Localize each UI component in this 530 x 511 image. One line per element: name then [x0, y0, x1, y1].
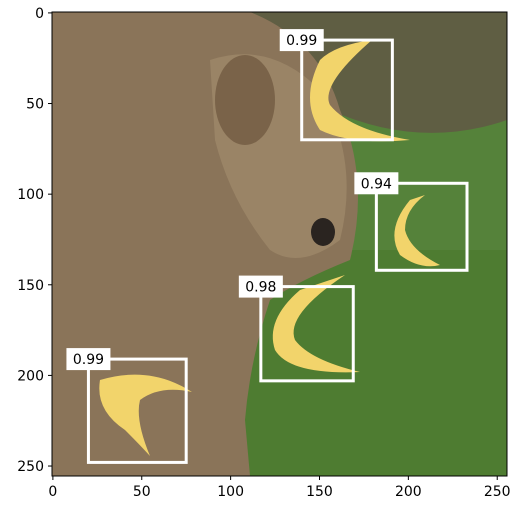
- score-label: 0.94: [361, 176, 392, 192]
- score-label-bg: [354, 172, 399, 195]
- x-tick-label: 250: [484, 484, 511, 500]
- x-tick-label: 150: [306, 484, 333, 500]
- photo: [52, 12, 507, 476]
- bounding-box: [374, 181, 469, 272]
- x-tick-label: 100: [217, 484, 244, 500]
- x-tick-label: 50: [133, 484, 151, 500]
- score-label: 0.98: [245, 280, 276, 296]
- x-tick-label: 0: [48, 484, 57, 500]
- y-tick-label: 200: [17, 368, 44, 384]
- bounding-box: [86, 357, 188, 464]
- y-tick-label: 100: [17, 187, 44, 203]
- y-tick-label: 150: [17, 278, 44, 294]
- x-tick-label: 200: [395, 484, 422, 500]
- bounding-box: [300, 38, 394, 142]
- bounding-box: [259, 285, 355, 383]
- score-label-bg: [279, 29, 324, 52]
- y-tick-label: 250: [17, 459, 44, 475]
- score-label: 0.99: [286, 33, 317, 49]
- score-label-bg: [238, 275, 283, 298]
- y-tick-label: 0: [35, 6, 44, 22]
- score-label: 0.99: [73, 352, 104, 368]
- score-label-bg: [66, 348, 111, 371]
- axes-frame: [51, 11, 508, 477]
- y-tick-label: 50: [26, 97, 44, 113]
